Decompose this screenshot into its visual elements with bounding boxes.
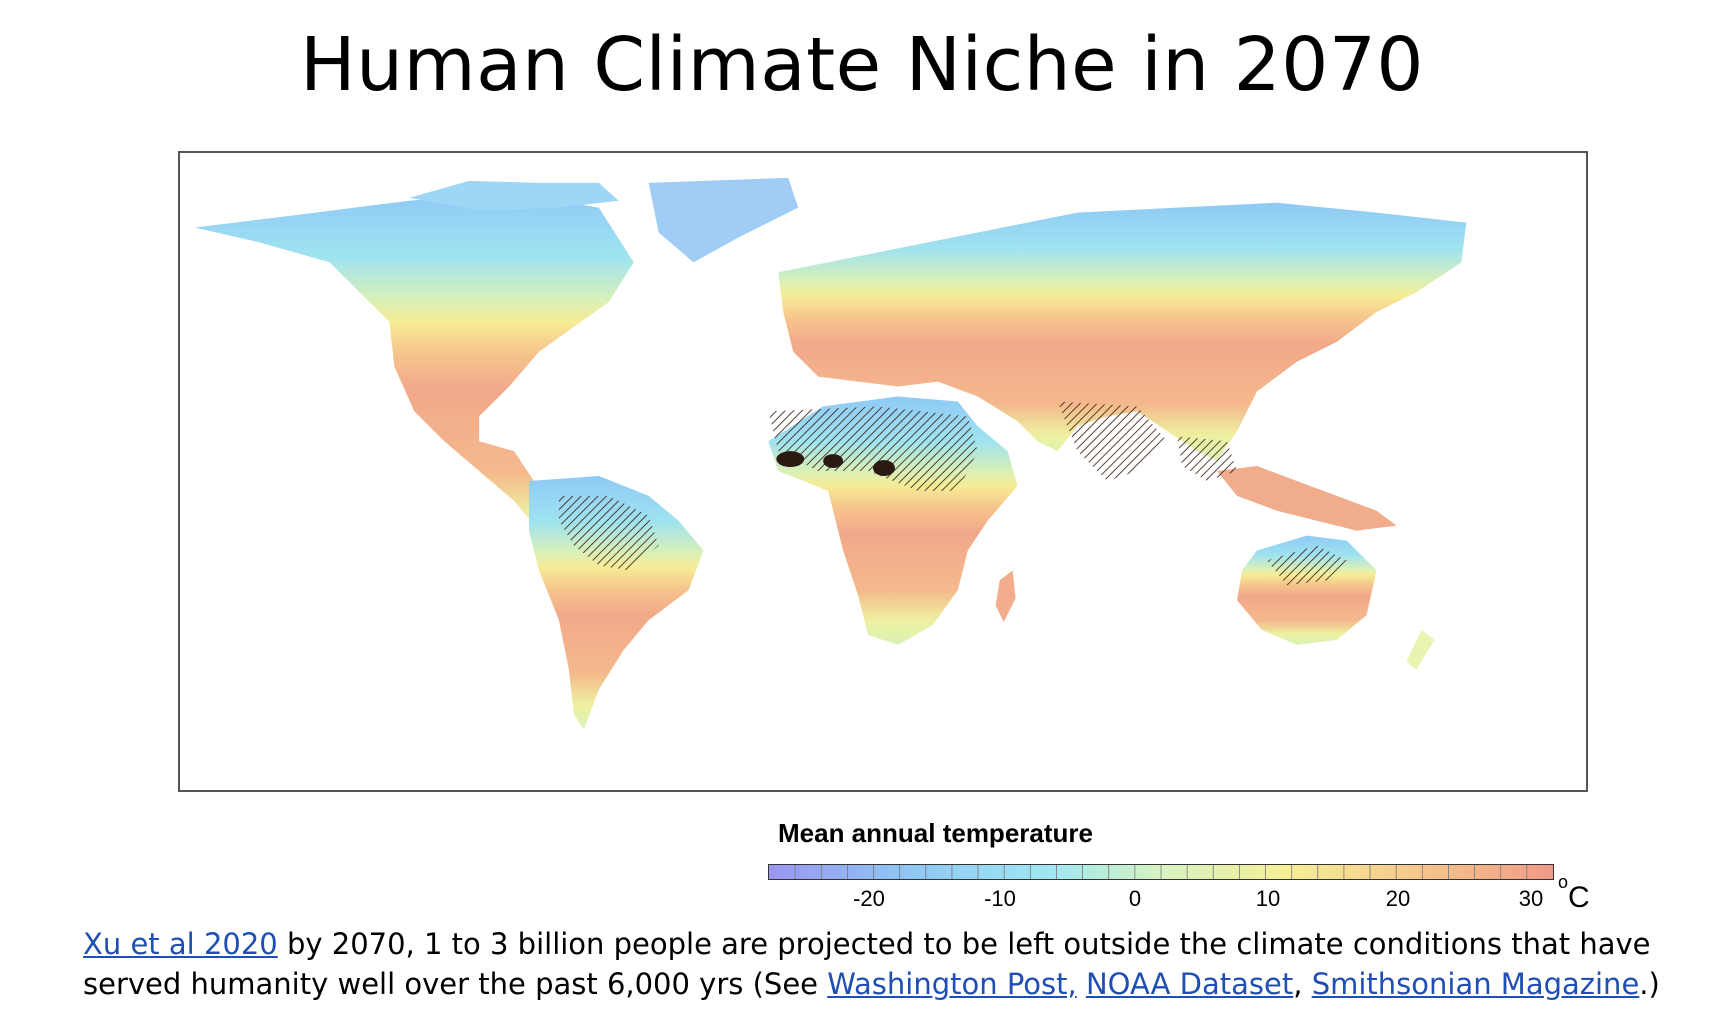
hotspot-3 <box>873 460 895 476</box>
noaa-dataset-link[interactable]: NOAA Dataset <box>1085 967 1294 1001</box>
washington-post-link[interactable]: Washington Post, <box>827 967 1077 1001</box>
caption-body: by 2070, 1 to 3 billion people are proje… <box>83 927 1651 1001</box>
slide-title: Human Climate Niche in 2070 <box>299 22 1425 108</box>
xu-et-al-link[interactable]: Xu et al 2020 <box>83 927 278 961</box>
smithsonian-magazine-link[interactable]: Smithsonian Magazine <box>1311 967 1640 1001</box>
arctic-islands <box>409 180 619 211</box>
hatch-india <box>1057 401 1168 481</box>
caption-end: .) <box>1639 967 1660 1001</box>
unit-degree: o <box>1558 872 1569 892</box>
caption-sep <box>1077 967 1086 1001</box>
colorbar-svg <box>769 865 1553 879</box>
colorbar-tick-minus10: -10 <box>984 886 1016 911</box>
north-america <box>194 192 634 551</box>
hatch-southeast-asia <box>1177 436 1237 481</box>
hotspot-2 <box>823 454 844 469</box>
madagascar <box>995 570 1016 623</box>
hatch-south-america <box>558 495 659 571</box>
colorbar-tick-0: 0 <box>1128 886 1142 911</box>
colorbar-tick-30: 30 <box>1518 886 1544 911</box>
world-map-svg <box>194 177 1467 730</box>
greenland <box>648 177 799 263</box>
unit-letter: C <box>1568 881 1590 914</box>
eurasia <box>778 202 1467 462</box>
hatch-australia <box>1266 545 1347 586</box>
southeast-asia-islands <box>1217 466 1397 531</box>
caption-text: Xu et al 2020 by 2070, 1 to 3 billion pe… <box>83 924 1703 1004</box>
legend-title: Mean annual temperature <box>778 818 1093 848</box>
world-temperature-map <box>178 151 1588 792</box>
new-zealand <box>1406 630 1435 670</box>
colorbar-tick-20: 20 <box>1385 886 1411 911</box>
temperature-colorbar <box>768 864 1554 880</box>
hotspot-1 <box>776 451 805 468</box>
hatch-north-africa <box>768 406 978 491</box>
caption-sep-2: , <box>1293 967 1312 1001</box>
colorbar-tick-minus20: -20 <box>853 886 885 911</box>
colorbar-tick-10: 10 <box>1255 886 1281 911</box>
colorbar-unit: oC <box>1558 872 1590 915</box>
